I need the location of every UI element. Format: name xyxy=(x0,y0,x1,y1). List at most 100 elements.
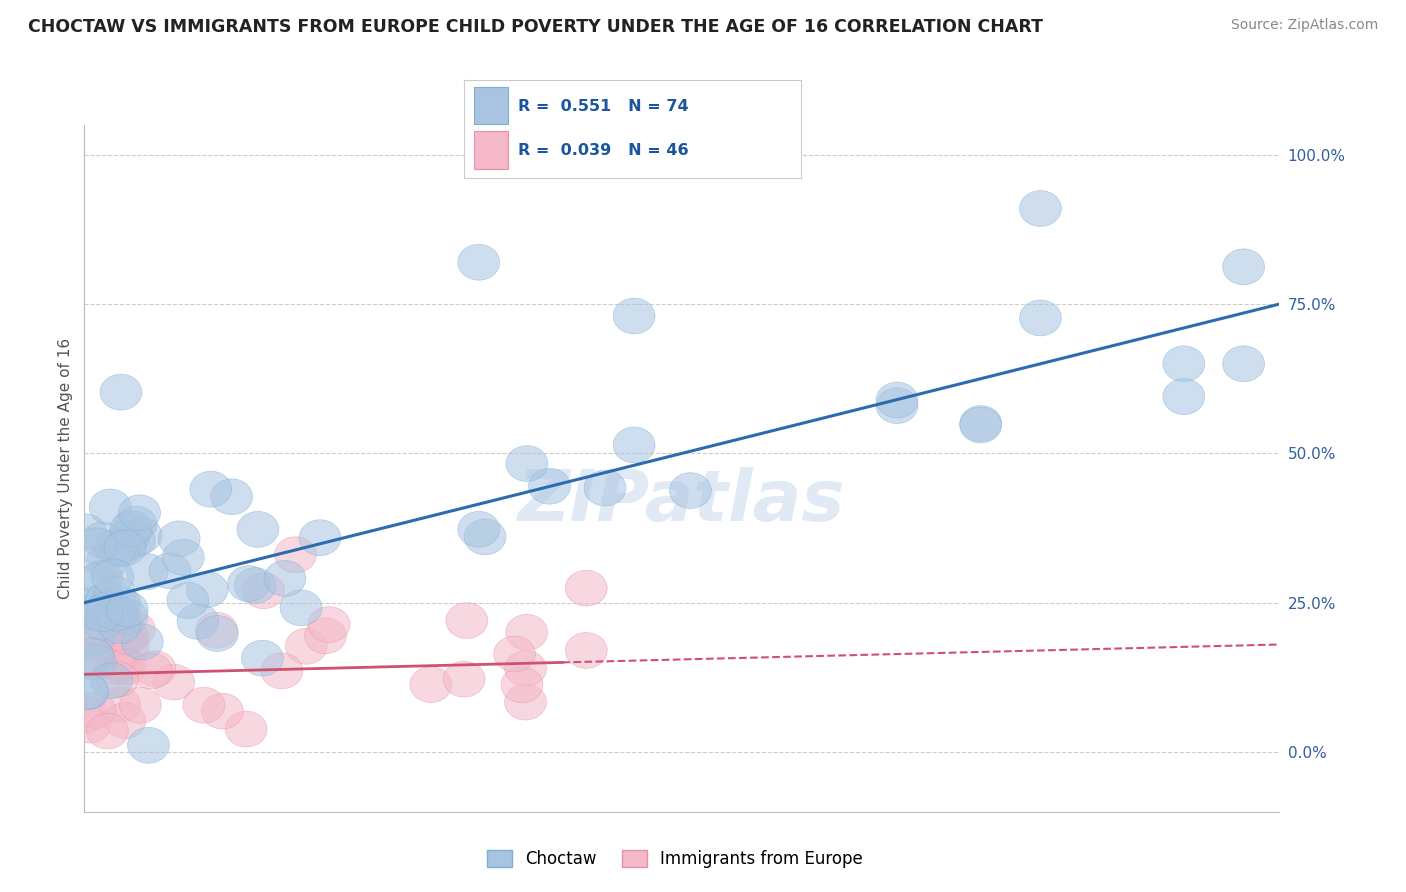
Ellipse shape xyxy=(127,554,169,590)
Text: ZIPatlas: ZIPatlas xyxy=(519,467,845,536)
Text: Source: ZipAtlas.com: Source: ZipAtlas.com xyxy=(1230,18,1378,32)
Ellipse shape xyxy=(960,406,1001,442)
Ellipse shape xyxy=(411,666,451,703)
Ellipse shape xyxy=(280,590,322,625)
Ellipse shape xyxy=(86,591,128,628)
Ellipse shape xyxy=(103,616,143,652)
Ellipse shape xyxy=(87,713,128,749)
Ellipse shape xyxy=(86,583,127,619)
Ellipse shape xyxy=(167,582,208,618)
Ellipse shape xyxy=(75,625,117,661)
Ellipse shape xyxy=(235,567,276,603)
Ellipse shape xyxy=(65,624,107,660)
Ellipse shape xyxy=(96,648,138,684)
Ellipse shape xyxy=(186,572,228,607)
Ellipse shape xyxy=(1163,346,1205,382)
Ellipse shape xyxy=(238,511,278,548)
Ellipse shape xyxy=(134,651,176,687)
Ellipse shape xyxy=(1223,249,1264,285)
Bar xyxy=(474,131,508,169)
Ellipse shape xyxy=(82,522,124,558)
Ellipse shape xyxy=(299,520,340,556)
Ellipse shape xyxy=(506,446,548,482)
Ellipse shape xyxy=(1223,346,1264,382)
Ellipse shape xyxy=(225,711,267,747)
Ellipse shape xyxy=(262,653,302,689)
Ellipse shape xyxy=(1019,300,1062,336)
Ellipse shape xyxy=(308,607,350,642)
Ellipse shape xyxy=(669,473,711,508)
Ellipse shape xyxy=(91,559,134,595)
Ellipse shape xyxy=(285,628,328,665)
Ellipse shape xyxy=(107,630,149,665)
Ellipse shape xyxy=(613,427,655,463)
Ellipse shape xyxy=(101,620,143,656)
Ellipse shape xyxy=(83,600,125,636)
Ellipse shape xyxy=(75,644,117,680)
Ellipse shape xyxy=(101,646,143,681)
Ellipse shape xyxy=(86,605,128,640)
Ellipse shape xyxy=(565,632,607,668)
Ellipse shape xyxy=(89,489,131,524)
Ellipse shape xyxy=(110,511,152,547)
Ellipse shape xyxy=(100,586,141,623)
Ellipse shape xyxy=(94,576,136,612)
Ellipse shape xyxy=(305,618,346,654)
Ellipse shape xyxy=(94,530,136,566)
Ellipse shape xyxy=(114,611,155,648)
Ellipse shape xyxy=(107,591,148,627)
Ellipse shape xyxy=(183,687,225,723)
Ellipse shape xyxy=(121,624,163,660)
Ellipse shape xyxy=(446,603,488,639)
Text: R =  0.039   N = 46: R = 0.039 N = 46 xyxy=(517,144,689,159)
Ellipse shape xyxy=(1163,379,1205,415)
Ellipse shape xyxy=(105,599,148,634)
Ellipse shape xyxy=(82,560,122,596)
Ellipse shape xyxy=(876,388,918,424)
Text: CHOCTAW VS IMMIGRANTS FROM EUROPE CHILD POVERTY UNDER THE AGE OF 16 CORRELATION : CHOCTAW VS IMMIGRANTS FROM EUROPE CHILD … xyxy=(28,18,1043,36)
Ellipse shape xyxy=(494,636,536,672)
Ellipse shape xyxy=(128,727,169,764)
Ellipse shape xyxy=(274,537,316,573)
Ellipse shape xyxy=(505,650,547,687)
Ellipse shape xyxy=(242,640,284,676)
Bar xyxy=(474,87,508,124)
Ellipse shape xyxy=(101,605,143,640)
Ellipse shape xyxy=(75,587,117,623)
Legend: Choctaw, Immigrants from Europe: Choctaw, Immigrants from Europe xyxy=(481,843,869,875)
Ellipse shape xyxy=(100,531,141,566)
Ellipse shape xyxy=(104,703,146,739)
Ellipse shape xyxy=(443,661,485,697)
Ellipse shape xyxy=(177,604,219,640)
Ellipse shape xyxy=(121,517,162,553)
Ellipse shape xyxy=(75,692,115,728)
Ellipse shape xyxy=(464,519,506,555)
Ellipse shape xyxy=(197,615,238,651)
Ellipse shape xyxy=(264,560,307,597)
Ellipse shape xyxy=(115,506,157,542)
Ellipse shape xyxy=(613,298,655,334)
Ellipse shape xyxy=(73,595,115,631)
Text: R =  0.551   N = 74: R = 0.551 N = 74 xyxy=(517,99,689,114)
Ellipse shape xyxy=(86,544,128,580)
Ellipse shape xyxy=(163,540,204,575)
Ellipse shape xyxy=(114,523,155,558)
Ellipse shape xyxy=(65,514,107,549)
Ellipse shape xyxy=(73,620,115,656)
Ellipse shape xyxy=(67,674,108,710)
Ellipse shape xyxy=(76,528,117,564)
Ellipse shape xyxy=(228,566,270,601)
Ellipse shape xyxy=(195,612,238,648)
Y-axis label: Child Poverty Under the Age of 16: Child Poverty Under the Age of 16 xyxy=(58,338,73,599)
Ellipse shape xyxy=(159,521,200,557)
Ellipse shape xyxy=(107,520,149,557)
Ellipse shape xyxy=(82,596,122,632)
Ellipse shape xyxy=(960,407,1001,443)
Ellipse shape xyxy=(211,479,253,515)
Ellipse shape xyxy=(104,649,146,685)
Ellipse shape xyxy=(91,663,132,698)
Ellipse shape xyxy=(66,673,108,709)
Ellipse shape xyxy=(69,707,111,743)
Ellipse shape xyxy=(66,697,108,732)
Ellipse shape xyxy=(131,653,172,689)
